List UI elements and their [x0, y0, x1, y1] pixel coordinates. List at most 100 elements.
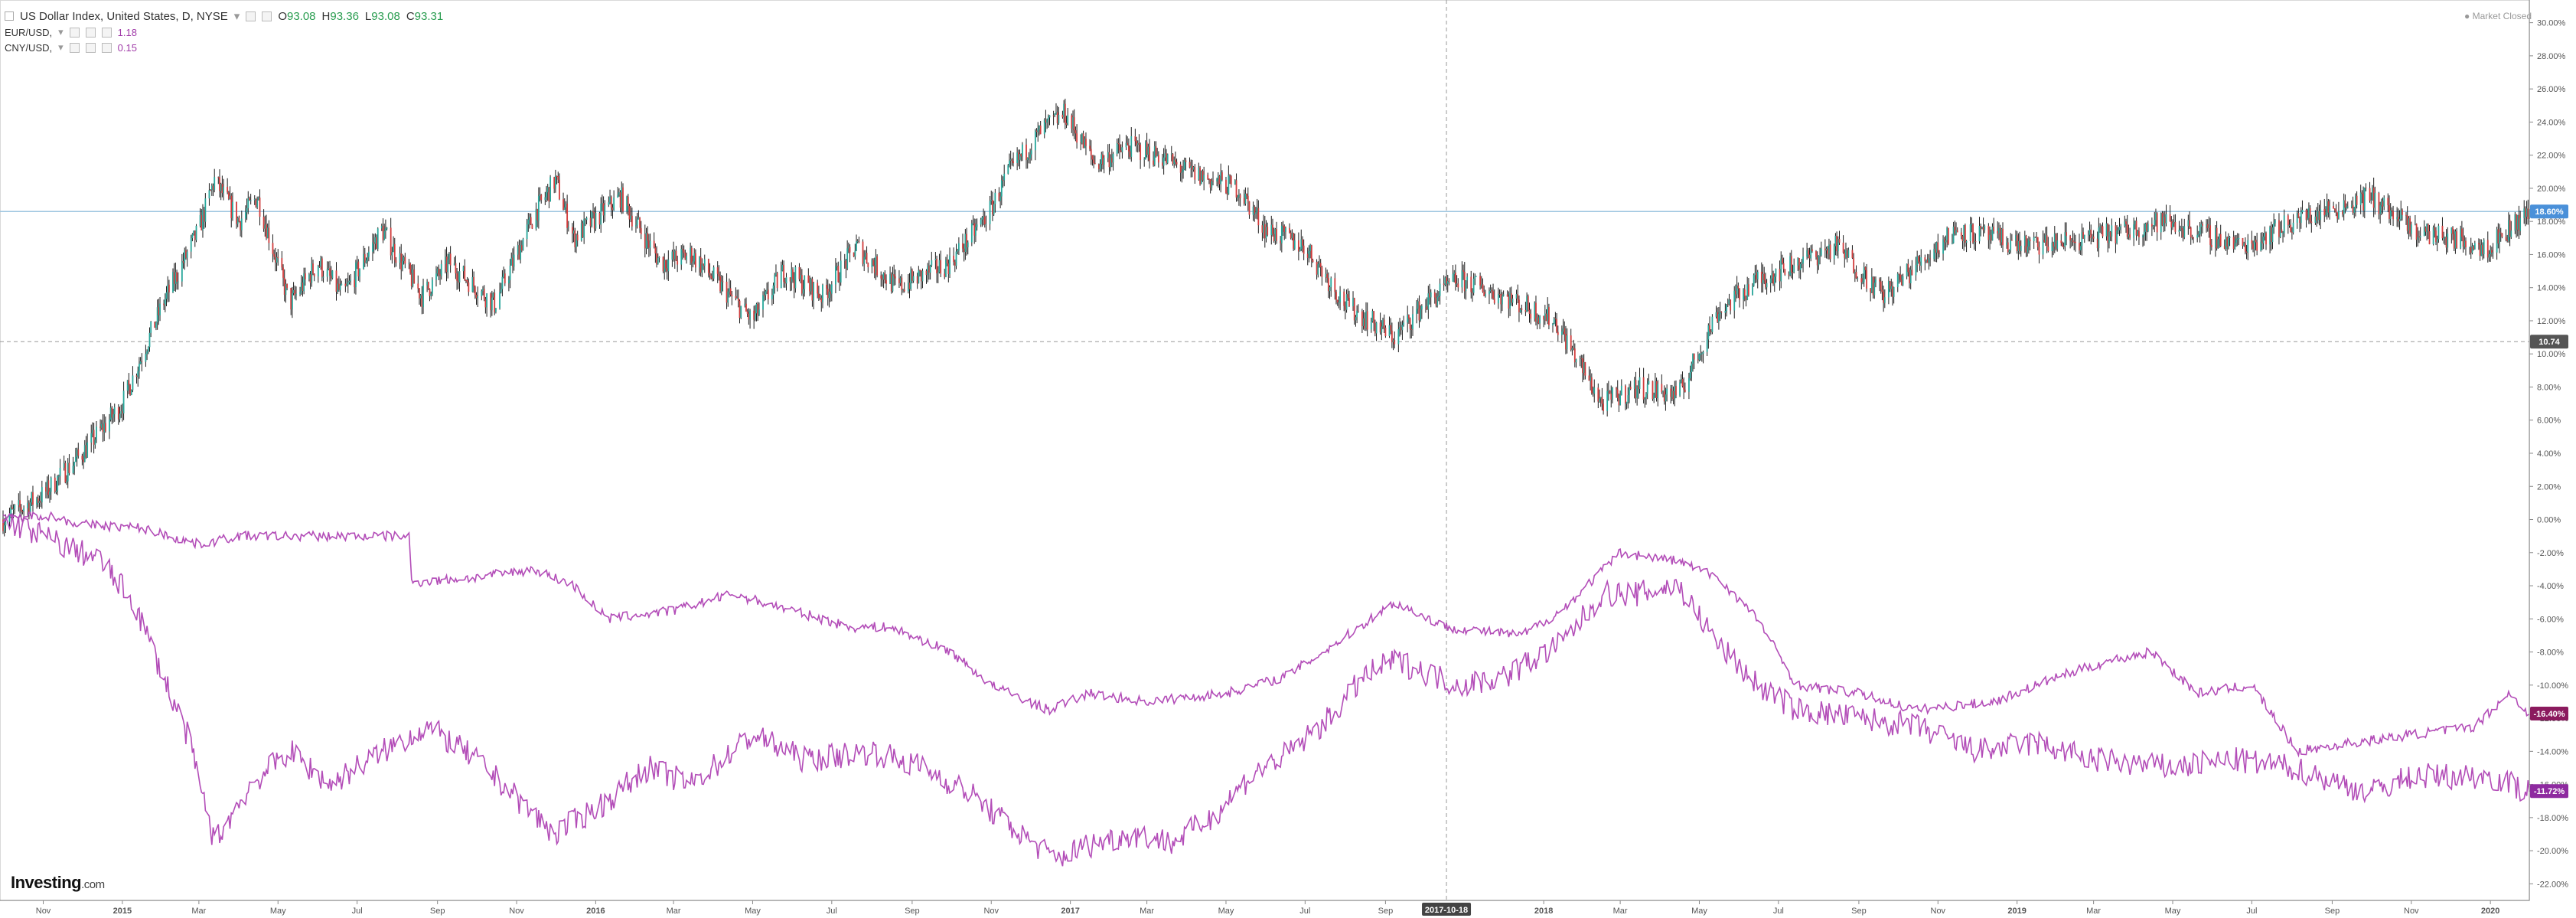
candle-body [1072, 117, 1074, 129]
candle-body [1762, 273, 1764, 283]
candle-body [464, 266, 466, 280]
candle-body [154, 322, 156, 328]
candle-body [1566, 335, 1568, 350]
candle-body [1688, 378, 1690, 392]
candle-body [2269, 227, 2271, 245]
candle-body [2274, 220, 2276, 224]
candle-body [67, 462, 69, 482]
candle-body [647, 240, 650, 248]
candle-body [204, 198, 207, 222]
candle-body [993, 204, 995, 215]
candle-body [1293, 240, 1296, 249]
candle-body [2242, 237, 2244, 246]
candle-body [2193, 237, 2195, 239]
candle-body [1338, 302, 1340, 303]
candle-body [873, 265, 876, 273]
candle-body [2464, 240, 2466, 247]
candle-body [654, 247, 657, 253]
close-icon[interactable] [101, 42, 112, 53]
candle-body [2436, 239, 2438, 243]
candle-body [2064, 232, 2066, 247]
candle-body [182, 261, 184, 263]
candle-body [890, 273, 892, 292]
candle-body [1556, 319, 1557, 332]
candle-body [3, 525, 5, 531]
y-tick-label: -20.00% [2537, 847, 2568, 856]
candle-body [2165, 214, 2167, 224]
candle-body [1403, 322, 1405, 325]
candle-body [1618, 398, 1620, 406]
candle-body [1162, 157, 1165, 166]
candle-body [112, 414, 114, 418]
candle-body [907, 283, 909, 292]
candle-body [1526, 296, 1528, 312]
eye-icon[interactable] [69, 27, 80, 38]
candle-body [1663, 390, 1665, 402]
candle-body [1216, 178, 1218, 181]
candle-body [329, 268, 331, 276]
chevron-down-icon[interactable]: ▾ [233, 10, 240, 23]
candle-body [1048, 115, 1051, 118]
candle-body [820, 298, 823, 302]
candle-body [2079, 246, 2082, 250]
candle-body [726, 281, 728, 303]
ohlc-close: C93.31 [406, 9, 444, 23]
candle-body [337, 283, 340, 290]
eye-icon[interactable] [69, 42, 80, 53]
x-tick-label: Nov [2404, 907, 2419, 916]
candle-body [1756, 271, 1759, 279]
settings-icon[interactable] [85, 42, 96, 53]
settings-icon[interactable] [262, 11, 272, 21]
eye-icon[interactable] [246, 11, 256, 21]
candle-body [1760, 271, 1762, 283]
candle-body [602, 203, 605, 216]
candle-body [1752, 286, 1753, 296]
candle-body [1860, 278, 1863, 283]
candle-body [2309, 208, 2311, 222]
candle-body [2206, 224, 2207, 226]
candle-body [1666, 388, 1668, 395]
candle-body [1407, 315, 1409, 323]
candle-body [344, 283, 347, 286]
candle-body [31, 492, 33, 503]
x-tick-label: Nov [1931, 907, 1946, 916]
candle-body [635, 225, 637, 227]
candle-body [1110, 158, 1113, 163]
candle-body [2325, 214, 2327, 216]
candle-body [227, 186, 229, 193]
candle-body [1853, 257, 1855, 273]
candle-body [1003, 173, 1006, 181]
x-tick-label: 2020 [2481, 907, 2499, 916]
candle-body [2389, 210, 2392, 219]
candle-body [801, 275, 803, 294]
chevron-down-icon[interactable]: ▾ [58, 41, 64, 53]
candle-body [1588, 375, 1590, 381]
candle-body [2382, 201, 2384, 207]
candle-body [2480, 244, 2483, 256]
collapse-icon[interactable] [5, 11, 14, 21]
candle-body [2460, 228, 2463, 237]
candle-body [292, 289, 295, 293]
candle-body [431, 279, 433, 294]
settings-icon[interactable] [85, 27, 96, 38]
candle-body [1521, 308, 1523, 310]
candle-body [1303, 245, 1305, 254]
candle-body [249, 200, 252, 201]
candle-body [1915, 264, 1917, 276]
candle-body [1189, 162, 1191, 168]
candle-body [755, 303, 758, 314]
candle-body [1081, 133, 1083, 144]
cnyusd-last-tag: -16.40% [2534, 710, 2565, 719]
candle-body [2318, 211, 2320, 221]
candle-body [517, 245, 519, 255]
candle-body [608, 202, 610, 205]
candle-body [77, 449, 80, 456]
close-icon[interactable] [101, 27, 112, 38]
cnyusd-value: 0.15 [117, 41, 137, 54]
candle-body [2453, 234, 2455, 249]
chevron-down-icon[interactable]: ▾ [58, 26, 64, 38]
candle-body [1683, 386, 1685, 390]
candle-body [1020, 154, 1022, 157]
candle-body [849, 247, 851, 253]
